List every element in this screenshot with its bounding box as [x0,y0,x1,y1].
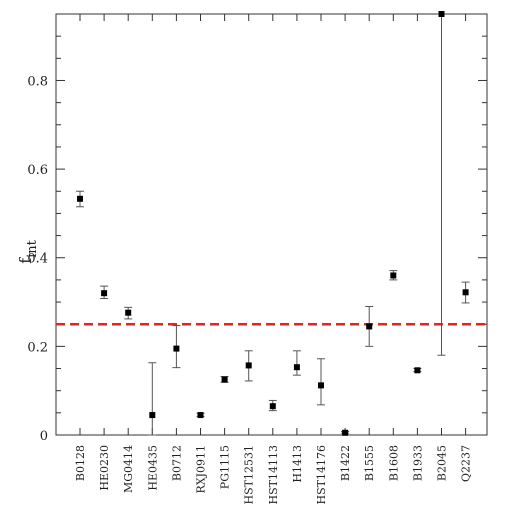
data-point [149,412,156,419]
data-point [197,412,204,419]
data-points [77,11,469,436]
y-tick-label: 0 [40,429,48,444]
x-tick-label: HE0435 [146,445,159,491]
data-point [245,362,252,369]
y-tick-label: 0.6 [27,163,48,178]
data-point [462,289,469,296]
data-point [269,403,276,410]
data-point [318,382,324,389]
x-tick-label: PG1115 [219,445,232,489]
y-axis-title-subscript: int [25,239,40,258]
x-tick-label: B0712 [170,445,183,481]
plot-frame [55,13,488,436]
x-tick-label: HST12531 [243,445,256,504]
x-axis: B0128 HE0230 MG0414 HE0435 B0712 RXJ0911 PG111… [74,14,473,504]
data-point [342,429,349,436]
data-point [173,345,180,352]
x-tick-label: HST14176 [315,445,328,504]
data-point [125,309,132,316]
data-point [293,364,300,371]
x-tick-label: B1422 [339,445,352,481]
data-point [221,376,228,383]
x-tick-label: RXJ0911 [195,445,208,494]
x-tick-label: B1933 [411,445,424,481]
x-tick-label: MG0414 [122,445,135,493]
x-tick-label: B1608 [387,445,400,481]
x-tick-label: HE0230 [98,445,111,491]
x-tick-label: B2045 [436,445,449,481]
x-tick-label: B0128 [74,445,87,481]
data-point [390,272,397,279]
y-tick-label: 0.4 [27,252,48,267]
data-point [77,195,83,202]
x-tick-label: B1555 [363,445,376,481]
x-tick-label: HST14113 [267,445,280,504]
data-point [438,11,445,17]
plot-border [55,13,488,436]
y-axis: 0 0.2 0.4 0.6 0.8 [27,13,487,444]
y-tick-label: 0.8 [27,74,48,89]
data-point [366,323,373,330]
x-tick-label: Q2237 [460,445,473,482]
error-bars [76,13,470,436]
data-point [414,367,421,374]
x-tick-label: H1413 [291,445,304,483]
y-axis-title: fint [16,239,40,263]
y-axis-title-main: f [16,257,35,264]
data-point [101,290,108,297]
y-tick-label: 0.2 [27,340,48,355]
